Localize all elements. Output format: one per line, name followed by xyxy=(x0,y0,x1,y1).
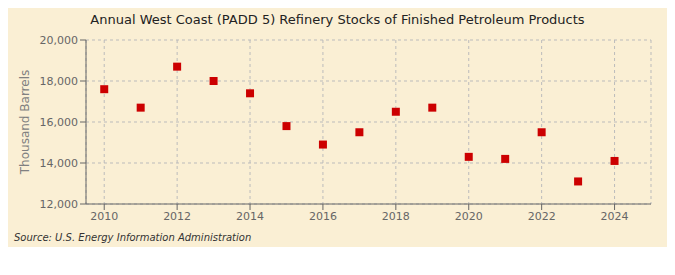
svg-text:2022: 2022 xyxy=(528,210,556,223)
svg-text:2018: 2018 xyxy=(382,210,410,223)
svg-text:2020: 2020 xyxy=(455,210,483,223)
svg-text:12,000: 12,000 xyxy=(40,198,79,211)
html-text:Source: U.S. Energy Informatio: Source: U.S. Energy Information Administ… xyxy=(14,232,252,243)
svg-text:20,000: 20,000 xyxy=(40,34,79,47)
svg-text:16,000: 16,000 xyxy=(40,116,79,129)
svg-text:2010: 2010 xyxy=(90,210,118,223)
svg-text:2012: 2012 xyxy=(163,210,191,223)
svg-text:2024: 2024 xyxy=(601,210,629,223)
svg-text:2016: 2016 xyxy=(309,210,337,223)
svg-text:18,000: 18,000 xyxy=(40,75,79,88)
svg-text:Thousand Barrels: Thousand Barrels xyxy=(18,70,32,175)
svg-text:14,000: 14,000 xyxy=(40,157,79,170)
html-text:Annual West Coast (PADD 5) Ref: Annual West Coast (PADD 5) Refinery Stoc… xyxy=(90,12,585,27)
svg-text:2014: 2014 xyxy=(236,210,264,223)
